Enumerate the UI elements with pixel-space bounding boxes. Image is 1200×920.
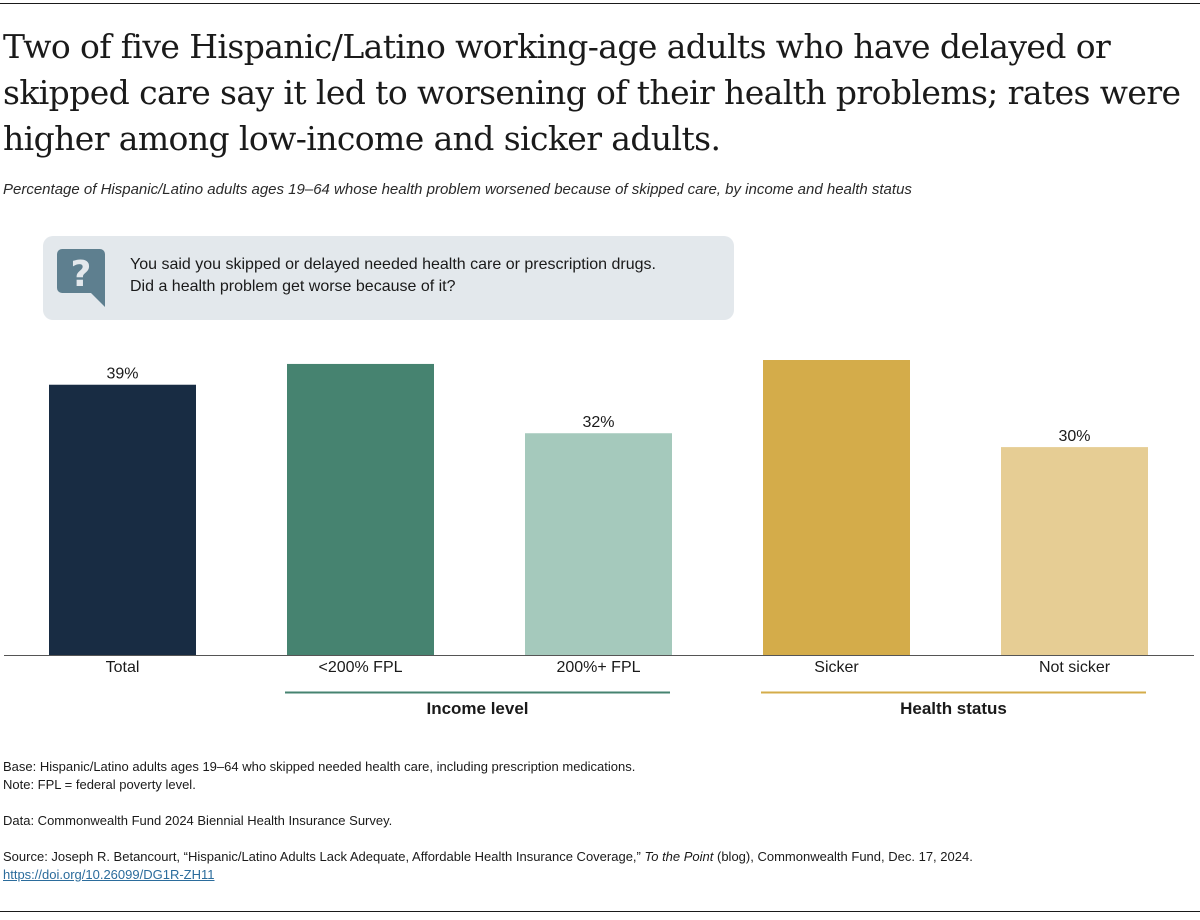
category-label-total: Total bbox=[106, 659, 140, 676]
survey-question-text: You said you skipped or delayed needed h… bbox=[130, 254, 720, 298]
survey-question-line-2: Did a health problem get worse because o… bbox=[130, 278, 456, 295]
survey-question-box: ? You said you skipped or delayed needed… bbox=[43, 236, 734, 320]
footnote-base: Base: Hispanic/Latino adults ages 19–64 … bbox=[3, 759, 636, 774]
footnote-source: Source: Joseph R. Betancourt, “Hispanic/… bbox=[3, 848, 1193, 866]
bar-not-sicker bbox=[1001, 447, 1148, 655]
chart-title: Two of five Hispanic/Latino working-age … bbox=[3, 27, 1181, 158]
top-rule bbox=[0, 3, 1200, 4]
category-label-200-fpl: <200% FPL bbox=[318, 659, 402, 676]
question-bubble-icon: ? bbox=[57, 249, 105, 307]
bar-200-fpl bbox=[287, 363, 434, 655]
bottom-rule bbox=[0, 911, 1200, 912]
footnote-data: Data: Commonwealth Fund 2024 Biennial He… bbox=[3, 813, 393, 828]
svg-text:?: ? bbox=[71, 254, 92, 295]
value-label-total: 39% bbox=[106, 366, 138, 383]
footnote-note: Note: FPL = federal poverty level. bbox=[3, 777, 196, 792]
category-label-200-fpl: 200%+ FPL bbox=[556, 659, 640, 676]
source-text-after: (blog), Commonwealth Fund, Dec. 17, 2024… bbox=[713, 849, 973, 864]
bar-sicker bbox=[763, 360, 910, 655]
value-label-not-sicker: 30% bbox=[1058, 428, 1090, 445]
bar-200-fpl bbox=[525, 433, 672, 655]
bar-total bbox=[49, 384, 196, 655]
footnotes: Base: Hispanic/Latino adults ages 19–64 … bbox=[3, 758, 1193, 884]
source-publication: To the Point bbox=[644, 849, 714, 864]
group-label-health-status: Health status bbox=[900, 699, 1007, 718]
survey-question-line-1: You said you skipped or delayed needed h… bbox=[130, 256, 656, 273]
source-text-before: Source: Joseph R. Betancourt, “Hispanic/… bbox=[3, 849, 645, 864]
group-label-income-level: Income level bbox=[426, 699, 528, 718]
category-label-not-sicker: Not sicker bbox=[1039, 659, 1111, 676]
doi-link[interactable]: https://doi.org/10.26099/DG1R-ZH11 bbox=[3, 867, 215, 882]
category-label-sicker: Sicker bbox=[814, 659, 859, 676]
chart-subtitle: Percentage of Hispanic/Latino adults age… bbox=[3, 181, 912, 198]
value-label-200-fpl: 32% bbox=[582, 414, 614, 431]
value-label-200-fpl: 42% bbox=[344, 360, 376, 362]
